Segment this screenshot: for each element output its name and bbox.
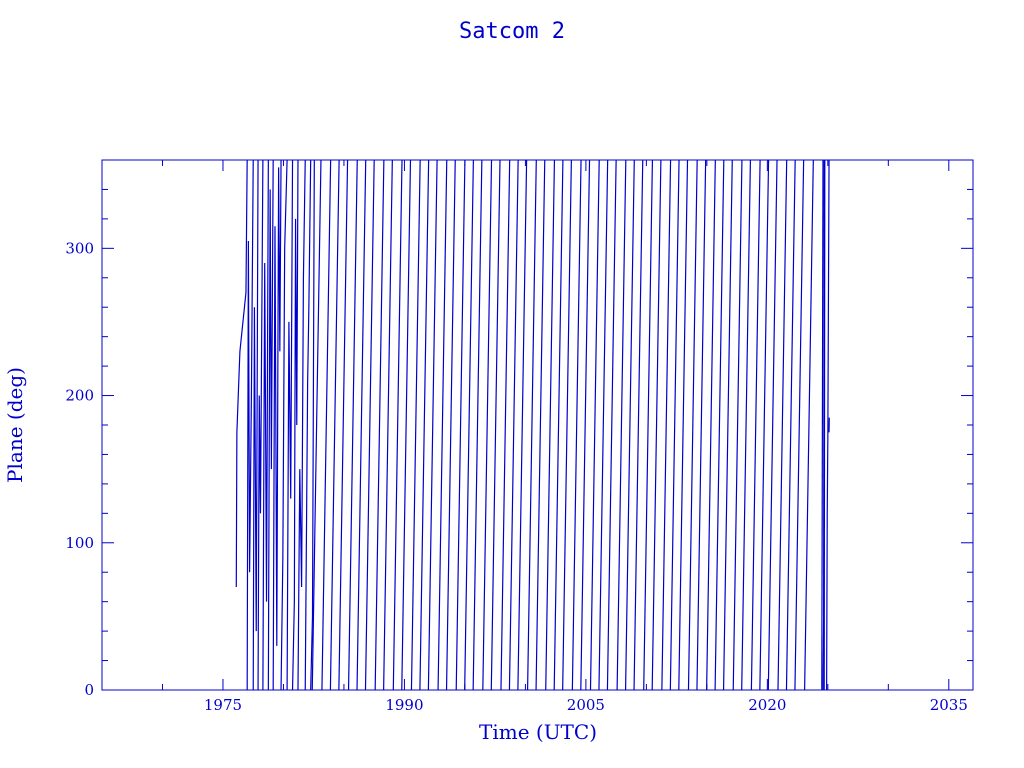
plane-trace-segment (364, 159, 375, 691)
plane-trace-segment (374, 159, 385, 691)
plane-trace-segment (508, 159, 519, 691)
y-tick-label: 200 (65, 387, 94, 405)
plane-trace-segment (464, 159, 474, 691)
plane-trace-segment (286, 159, 294, 691)
plane-trace-segment (794, 159, 805, 691)
plane-trace-segment (280, 159, 288, 691)
plane-trace-segment (535, 159, 546, 691)
plane-trace-segment (669, 159, 680, 691)
plane-trace-segment (338, 159, 349, 691)
plane-trace-segment (651, 159, 662, 691)
plane-trace-segment (545, 159, 556, 691)
x-tick-label: 1990 (385, 696, 423, 714)
plot-frame (101, 159, 974, 691)
plane-trace-segment (427, 159, 438, 691)
plane-trace-segment (777, 159, 788, 691)
plane-trace-segment (580, 159, 591, 691)
plane-trace-segment (310, 159, 315, 691)
plane-trace-segment (598, 159, 609, 691)
plane-trace-segment (741, 159, 752, 691)
plane-trace-segment (252, 159, 259, 691)
x-axis-label: Time (UTC) (479, 720, 597, 744)
y-axis-label: Plane (deg) (3, 367, 27, 483)
plane-trace-segment (500, 159, 511, 691)
chart-title: Satcom 2 (459, 19, 565, 44)
plane-trace-segment (821, 159, 824, 691)
plane-trace-segment (262, 159, 269, 691)
plane-trace-segment (706, 159, 716, 691)
plane-trace-segment (297, 159, 306, 691)
plane-trace-segment (291, 159, 299, 691)
plane-trace-segment (823, 159, 826, 691)
plane-trace-segment (347, 159, 358, 691)
plane-trace-segment (826, 159, 830, 691)
plane-trace-segment (722, 159, 733, 691)
plane-trace-segment (401, 159, 412, 691)
plane-trace-segment (257, 159, 264, 691)
x-tick-label: 2005 (567, 696, 605, 714)
x-tick-label: 1975 (204, 696, 242, 714)
y-tick-label: 300 (65, 239, 94, 257)
plane-trace-segment (571, 159, 582, 691)
plane-trace-segment (455, 159, 466, 691)
plane-trace-segment (235, 159, 248, 587)
plane-trace-segment (785, 159, 796, 691)
plane-trace-segment (767, 159, 778, 691)
plane-trace-segment (759, 159, 770, 691)
plane-trace-segment (696, 159, 707, 691)
plane-trace-segment (490, 159, 501, 691)
plane-trace-segment (419, 159, 430, 691)
plane-trace-segment (321, 159, 332, 691)
plane-trace-segment (267, 159, 274, 691)
plane-trace-segment (606, 159, 617, 691)
plane-trace-segment (246, 159, 254, 691)
plane-trace-segment (526, 159, 537, 691)
plane-trace-segment (624, 159, 635, 691)
plane-trace-segment (356, 159, 367, 691)
plane-trace-segment (383, 159, 393, 691)
plane-trace-segment (482, 159, 493, 691)
plane-trace-segment (272, 159, 282, 691)
plane-trace-segment (633, 159, 644, 691)
x-tick-label: 2035 (930, 696, 968, 714)
plane-trace-segment (678, 159, 689, 691)
plane-trace-segment (311, 159, 322, 691)
plane-trace-segment (410, 159, 421, 691)
plane-trace-segment (714, 159, 725, 691)
plane-trace-segment (562, 159, 572, 691)
plane-trace-segment (661, 159, 672, 691)
plane-trace-segment (517, 159, 528, 691)
y-tick-label: 100 (65, 534, 94, 552)
plane-trace-segment (822, 159, 825, 691)
plane-trace-segment (329, 159, 340, 691)
plane-trace-segment (616, 159, 627, 691)
plane-trace-segment (804, 159, 814, 691)
plane-trace-segment (750, 159, 761, 691)
plane-trace-segment (553, 159, 564, 691)
y-tick-label: 0 (84, 681, 94, 699)
plane-trace-segment (732, 159, 743, 691)
plane-trace-segment (643, 159, 654, 691)
plane-trace-segment (445, 159, 456, 691)
plane-trace-segment (392, 159, 403, 691)
plane-trace-segment (589, 159, 600, 691)
plane-trace-segment (304, 159, 312, 691)
plane-trace-segment (472, 159, 483, 691)
plane-trace-segment (687, 159, 698, 691)
x-tick-label: 2020 (748, 696, 786, 714)
plane-trace-segment (437, 159, 448, 691)
